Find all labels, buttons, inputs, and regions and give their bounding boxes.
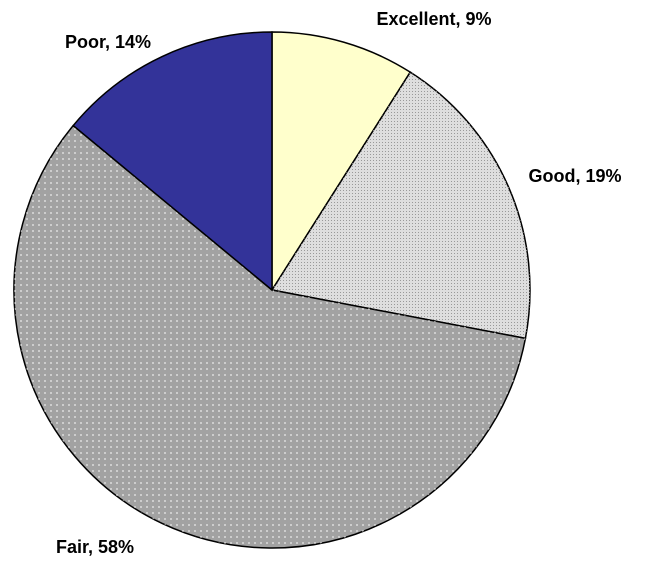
labels: Excellent, 9% Good, 19% Fair, 58% Poor, 14% <box>56 9 622 557</box>
slice-label: Good, 19% <box>528 166 621 186</box>
slice <box>72 31 273 292</box>
slice-label: Poor, 14% <box>65 32 151 52</box>
value-label: 14% <box>115 32 151 52</box>
category-label: Good <box>528 166 575 186</box>
slice-texture <box>272 72 530 339</box>
separator: , <box>456 9 466 29</box>
category-label: Excellent <box>376 9 455 29</box>
separator: , <box>575 166 585 186</box>
slice-texture <box>14 125 526 548</box>
pie <box>13 31 531 549</box>
separator: , <box>105 32 115 52</box>
slice-label: Fair, 58% <box>56 537 134 557</box>
value-label: 58% <box>98 537 134 557</box>
slice-label: Excellent, 9% <box>376 9 491 29</box>
separator: , <box>88 537 98 557</box>
slice <box>271 31 412 293</box>
value-label: 9% <box>466 9 492 29</box>
value-label: 19% <box>585 166 621 186</box>
category-label: Poor <box>65 32 106 52</box>
category-label: Fair <box>56 537 89 557</box>
